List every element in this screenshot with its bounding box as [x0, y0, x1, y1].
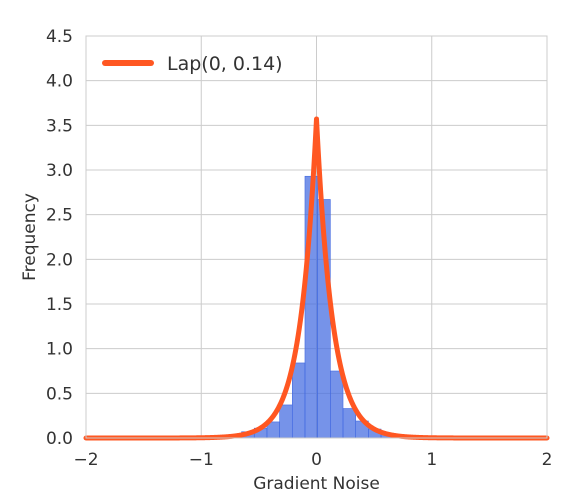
y-tick-label: 0.0 — [46, 429, 73, 449]
legend-label-lap: Lap(0, 0.14) — [167, 53, 283, 75]
histogram-bars — [241, 175, 395, 439]
x-tick-label: −2 — [73, 450, 98, 470]
y-tick-label: 2.0 — [46, 250, 73, 270]
legend: Lap(0, 0.14) — [102, 53, 283, 75]
x-tick-labels: −2 −1 0 1 2 — [73, 450, 552, 470]
histogram-bar — [330, 370, 344, 439]
y-tick-label: 4.0 — [46, 72, 73, 92]
x-tick-label: −1 — [189, 450, 214, 470]
y-tick-labels: 0.0 0.5 1.0 1.5 2.0 2.5 3.0 3.5 4.0 4.5 — [46, 27, 73, 449]
plot-frame — [85, 35, 548, 439]
x-tick-label: 0 — [311, 450, 322, 470]
y-tick-label: 0.5 — [46, 384, 73, 404]
y-tick-label: 1.0 — [46, 340, 73, 360]
y-tick-label: 4.5 — [46, 27, 73, 47]
y-tick-label: 2.5 — [46, 206, 73, 226]
histogram-bar — [291, 362, 306, 439]
y-tick-label: 1.5 — [46, 295, 73, 315]
histogram-bar — [279, 404, 293, 439]
y-tick-label: 3.0 — [46, 161, 73, 181]
y-axis-label: Frequency — [20, 193, 40, 281]
histogram-bar — [342, 408, 356, 439]
y-tick-label: 3.5 — [46, 116, 73, 136]
x-tick-label: 2 — [542, 450, 553, 470]
x-axis-label: Gradient Noise — [253, 474, 380, 494]
x-tick-label: 1 — [426, 450, 437, 470]
